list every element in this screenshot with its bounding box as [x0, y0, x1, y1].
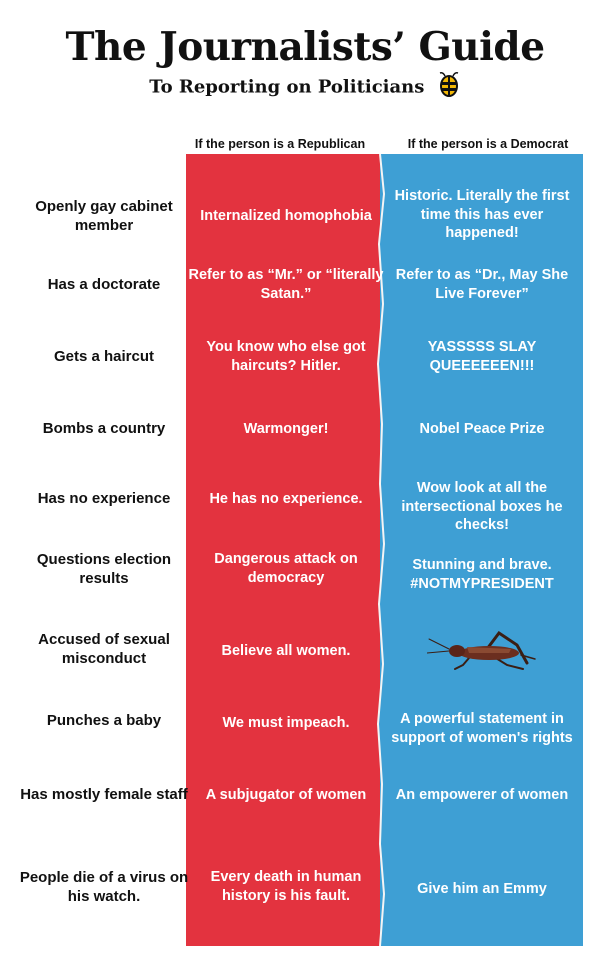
row-label-doctorate: Has a doctorate	[47, 276, 161, 294]
row-label-virus-deaths: People die of a virus on his watch.	[19, 868, 189, 906]
row-label-questions-election: Questions election results	[36, 550, 172, 588]
torn-divider	[376, 154, 392, 946]
row-label-bombs-country: Bombs a country	[42, 420, 166, 438]
republican-cell: Believe all women.	[221, 642, 351, 659]
democrat-cell: An empowerer of women	[395, 786, 569, 803]
democrat-cell	[386, 622, 578, 678]
row-label-haircut: Gets a haircut	[53, 348, 155, 366]
republican-cell: Dangerous attack on democracy	[214, 551, 358, 586]
subtitle-text: To Reporting on Politicians	[149, 76, 425, 98]
democrat-cell: Wow look at all the intersectional boxes…	[401, 479, 563, 534]
row-label-punches-baby: Punches a baby	[46, 712, 162, 730]
democrat-cell: A powerful statement in support of women…	[391, 711, 573, 746]
row-label-gay-cabinet-member: Openly gay cabinet member	[35, 197, 173, 235]
republican-column	[186, 154, 386, 946]
republican-cell: Warmonger!	[243, 420, 329, 437]
republican-cell: Refer to as “Mr.” or “literally Satan.”	[188, 267, 384, 302]
democrat-cell: Stunning and brave. #NOTMYPRESIDENT	[410, 557, 554, 592]
bee-logo-icon	[437, 72, 461, 103]
page-subtitle: To Reporting on Politicians	[0, 72, 610, 103]
column-header-democrat: If the person is a Democrat	[407, 137, 569, 151]
republican-cell: A subjugator of women	[205, 786, 367, 803]
row-label-sexual-misconduct: Accused of sexual misconduct	[38, 630, 170, 668]
republican-cell: You know who else got haircuts? Hitler.	[206, 339, 366, 374]
row-label-no-experience: Has no experience	[37, 490, 171, 508]
republican-cell: Internalized homophobia	[200, 207, 372, 224]
democrat-cell: YASSSSS SLAY QUEEEEEEN!!!	[427, 339, 537, 374]
republican-cell: We must impeach.	[222, 714, 350, 731]
cricket-icon	[427, 630, 536, 670]
row-label-female-staff: Has mostly female staff	[20, 786, 188, 804]
page-title: The Journalists’ Guide	[65, 24, 545, 70]
democrat-cell: Refer to as “Dr., May She Live Forever”	[395, 267, 569, 302]
democrat-cell: Nobel Peace Prize	[419, 420, 545, 437]
democrat-cell: Historic. Literally the first time this …	[394, 187, 570, 242]
republican-cell: He has no experience.	[209, 490, 363, 507]
column-header-republican: If the person is a Republican	[194, 137, 366, 151]
democrat-column	[380, 154, 583, 946]
republican-cell: Every death in human history is his faul…	[210, 869, 362, 904]
democrat-cell: Give him an Emmy	[417, 880, 547, 897]
